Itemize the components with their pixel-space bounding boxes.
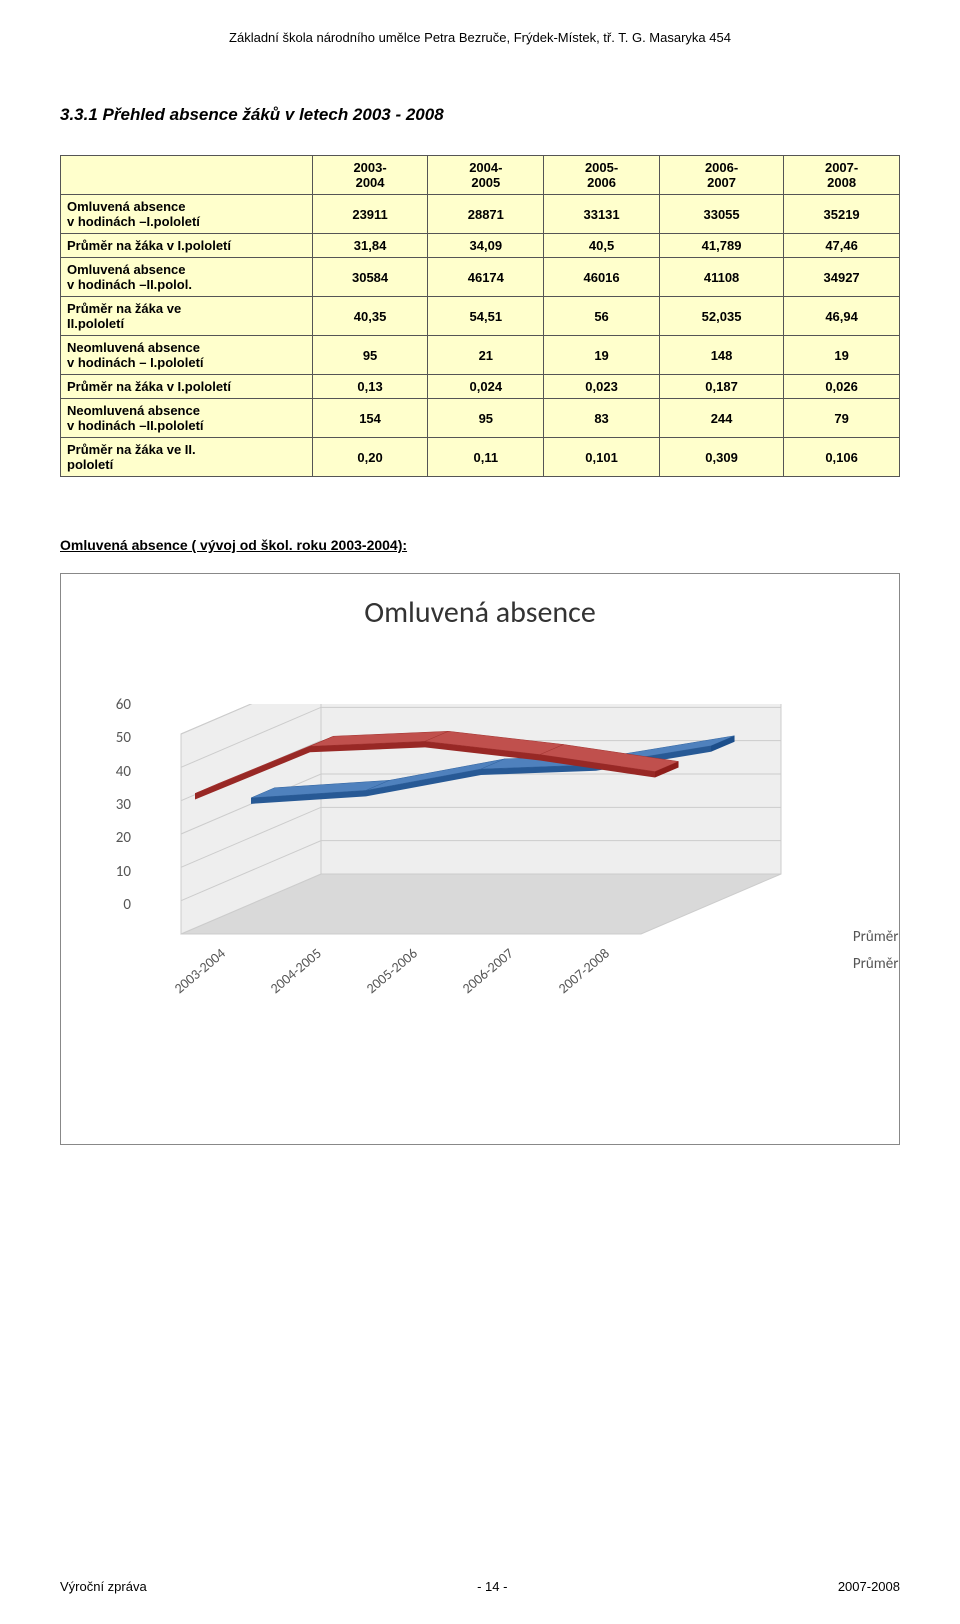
col-header: 2007-2008 [784, 156, 900, 195]
table-cell: 41108 [659, 258, 783, 297]
table-cell: 56 [544, 297, 660, 336]
table-cell: 79 [784, 399, 900, 438]
table-cell: 154 [312, 399, 428, 438]
table-cell: 0,187 [659, 375, 783, 399]
row-label: Omluvená absencev hodinách –II.polol. [61, 258, 313, 297]
col-header: 2004-2005 [428, 156, 544, 195]
chart-container: Omluvená absence 0102030405060 2003-2004… [60, 573, 900, 1145]
table-cell: 35219 [784, 195, 900, 234]
footer-center: - 14 - [60, 1579, 900, 1594]
table-row: Omluvená absencev hodinách –I.pololetí23… [61, 195, 900, 234]
ytick-label: 60 [101, 696, 131, 714]
table-cell: 52,035 [659, 297, 783, 336]
table-cell: 83 [544, 399, 660, 438]
table-cell: 0,11 [428, 438, 544, 477]
row-label: Průměr na žáka v I.pololetí [61, 234, 313, 258]
table-cell: 47,46 [784, 234, 900, 258]
chart-subheading: Omluvená absence ( vývoj od škol. roku 2… [60, 537, 900, 553]
table-cell: 34,09 [428, 234, 544, 258]
table-cell: 40,5 [544, 234, 660, 258]
legend-item: Průměr na žáka v I.pololet [853, 951, 900, 978]
page-header: Základní škola národního umělce Petra Be… [60, 30, 900, 45]
table-row: Průměr na žáka ve II.pololetí0,200,110,1… [61, 438, 900, 477]
chart-body: 0102030405060 2003-20042004-20052005-200… [101, 704, 891, 1074]
table-cell: 40,35 [312, 297, 428, 336]
page-footer: Výroční zpráva 2007-2008 - 14 - [60, 1579, 900, 1594]
table-blank-header [61, 156, 313, 195]
chart-svg [151, 704, 871, 1044]
table-cell: 0,024 [428, 375, 544, 399]
col-header-label: 2005-2006 [585, 160, 618, 190]
table-cell: 0,106 [784, 438, 900, 477]
ytick-label: 0 [101, 896, 131, 914]
table-cell: 244 [659, 399, 783, 438]
table-cell: 19 [784, 336, 900, 375]
table-row: Průměr na žáka v I.pololetí31,8434,0940,… [61, 234, 900, 258]
col-header: 2005-2006 [544, 156, 660, 195]
chart-yaxis: 0102030405060 [101, 704, 141, 924]
table-row: Neomluvená absencev hodinách – I.pololet… [61, 336, 900, 375]
table-cell: 28871 [428, 195, 544, 234]
footer-right: 2007-2008 [838, 1579, 900, 1594]
table-cell: 0,20 [312, 438, 428, 477]
table-row: Omluvená absencev hodinách –II.polol.305… [61, 258, 900, 297]
table-cell: 41,789 [659, 234, 783, 258]
chart-legend: Průměr na žáka ve II.poloPrůměr na žáka … [853, 924, 900, 978]
table-cell: 23911 [312, 195, 428, 234]
row-label: Průměr na žáka ve II.pololetí [61, 438, 313, 477]
row-label: Omluvená absencev hodinách –I.pololetí [61, 195, 313, 234]
table-cell: 95 [312, 336, 428, 375]
table-row: Neomluvená absencev hodinách –II.pololet… [61, 399, 900, 438]
table-cell: 0,101 [544, 438, 660, 477]
col-header-label: 2007-2008 [825, 160, 858, 190]
row-label: Průměr na žáka v I.pololetí [61, 375, 313, 399]
table-cell: 46174 [428, 258, 544, 297]
col-header-label: 2006-2007 [705, 160, 738, 190]
col-header: 2006-2007 [659, 156, 783, 195]
table-header-row: 2003-2004 2004-2005 2005-2006 2006-2007 … [61, 156, 900, 195]
ytick-label: 50 [101, 729, 131, 747]
col-header-label: 2004-2005 [469, 160, 502, 190]
table-cell: 0,026 [784, 375, 900, 399]
page: Základní škola národního umělce Petra Be… [0, 0, 960, 1624]
table-cell: 34927 [784, 258, 900, 297]
chart-title: Omluvená absence [61, 594, 899, 631]
table-cell: 46016 [544, 258, 660, 297]
col-header: 2003-2004 [312, 156, 428, 195]
ytick-label: 40 [101, 763, 131, 781]
table-row: Průměr na žáka veII.pololetí40,3554,5156… [61, 297, 900, 336]
row-label: Neomluvená absencev hodinách –II.pololet… [61, 399, 313, 438]
table-cell: 31,84 [312, 234, 428, 258]
table-cell: 0,13 [312, 375, 428, 399]
table-cell: 148 [659, 336, 783, 375]
ytick-label: 20 [101, 829, 131, 847]
absence-table: 2003-2004 2004-2005 2005-2006 2006-2007 … [60, 155, 900, 477]
table-row: Průměr na žáka v I.pololetí0,130,0240,02… [61, 375, 900, 399]
table-cell: 0,023 [544, 375, 660, 399]
table-cell: 46,94 [784, 297, 900, 336]
table-cell: 21 [428, 336, 544, 375]
ytick-label: 10 [101, 863, 131, 881]
footer-left: Výroční zpráva [60, 1579, 147, 1594]
table-cell: 0,309 [659, 438, 783, 477]
table-cell: 19 [544, 336, 660, 375]
row-label: Neomluvená absencev hodinách – I.pololet… [61, 336, 313, 375]
chart-plot [151, 704, 871, 1034]
ytick-label: 30 [101, 796, 131, 814]
row-label: Průměr na žáka veII.pololetí [61, 297, 313, 336]
table-cell: 33131 [544, 195, 660, 234]
table-cell: 30584 [312, 258, 428, 297]
table-cell: 33055 [659, 195, 783, 234]
col-header-label: 2003-2004 [353, 160, 386, 190]
table-cell: 95 [428, 399, 544, 438]
legend-item: Průměr na žáka ve II.polo [853, 924, 900, 951]
section-title: 3.3.1 Přehled absence žáků v letech 2003… [60, 105, 900, 125]
table-cell: 54,51 [428, 297, 544, 336]
